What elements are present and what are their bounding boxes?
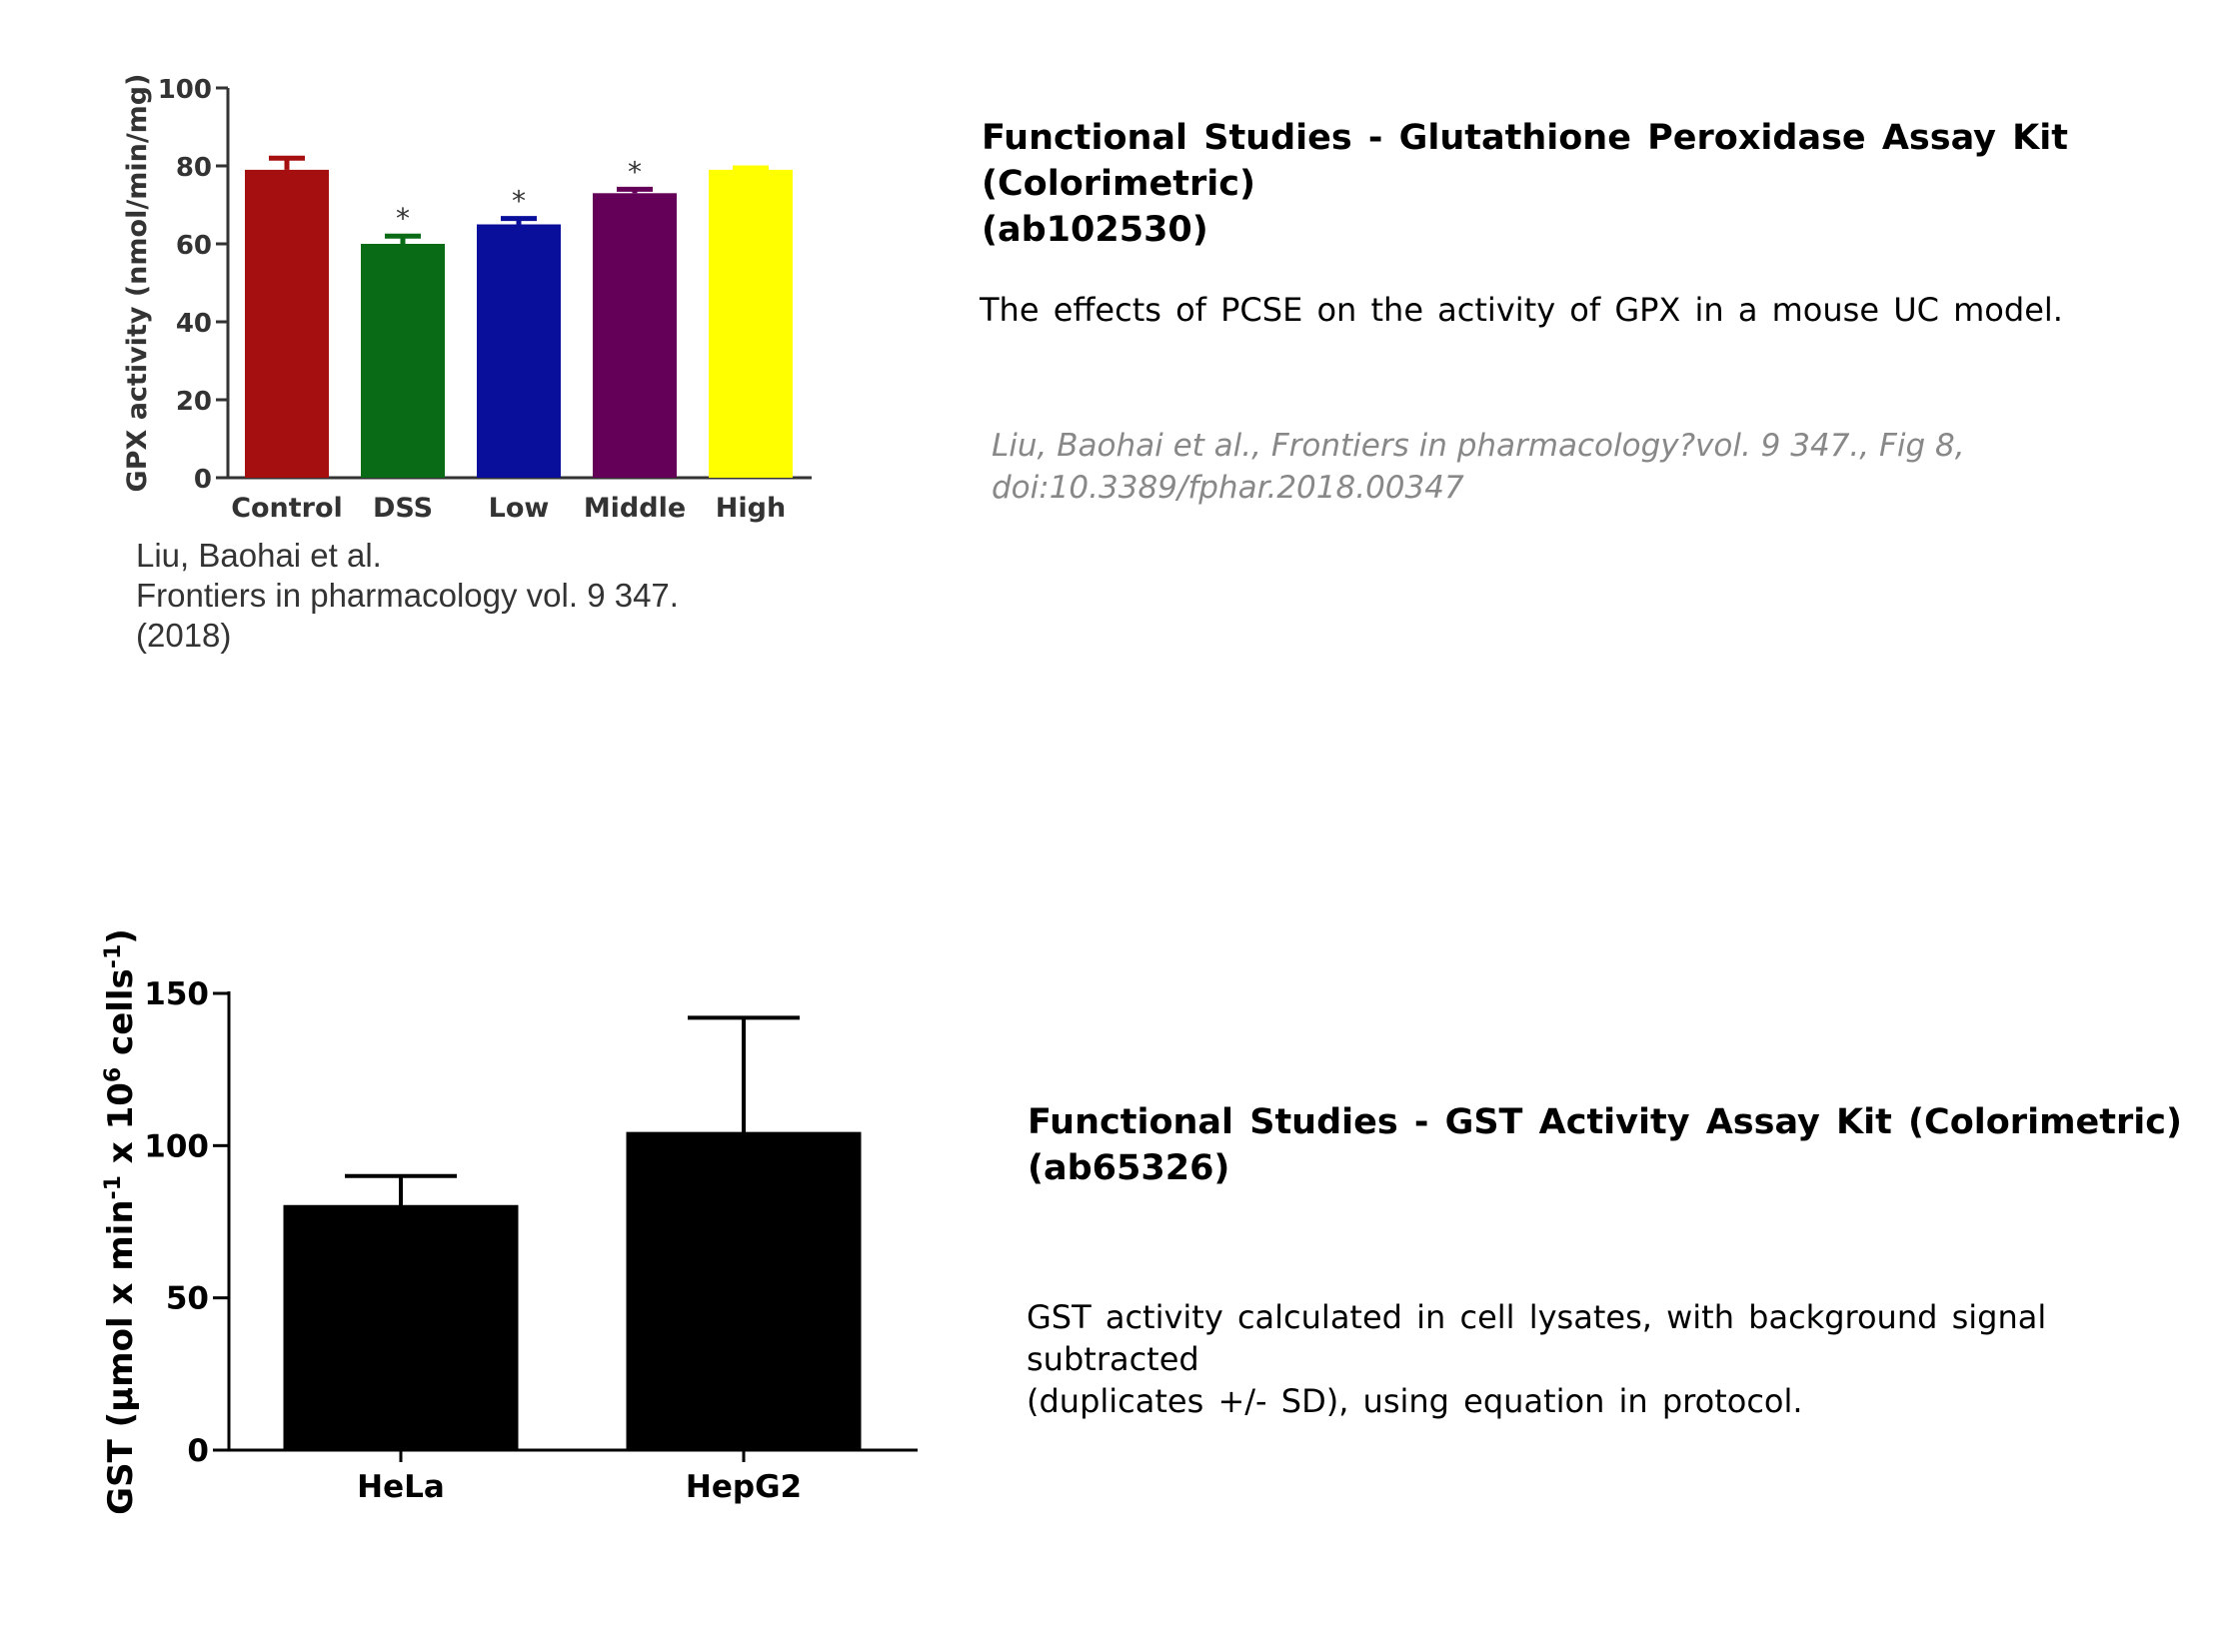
- y-axis-label-superscript: -1: [101, 1175, 126, 1199]
- y-tick-label: 100: [144, 1128, 209, 1164]
- gpx-citation-line2: doi:10.3389/fphar.2018.00347: [992, 470, 1464, 506]
- y-axis-label: GPX activity (nmol/min/mg): [122, 74, 153, 493]
- x-tick-label: DSS: [373, 493, 433, 524]
- gpx-heading: Functional Studies - Glutathione Peroxid…: [982, 115, 2231, 253]
- gst-description: GST activity calculated in cell lysates,…: [1027, 1296, 2231, 1422]
- y-axis-label: GST (μmol x min-1 x 106 cells-1): [101, 928, 142, 1515]
- y-axis-label-superscript: 6: [101, 1067, 126, 1082]
- x-tick-label: HeLa: [357, 1469, 445, 1505]
- y-axis-label-part: GST (: [101, 1412, 141, 1515]
- gst-heading: Functional Studies - GST Activity Assay …: [1028, 1099, 2182, 1191]
- y-axis-label-superscript: -1: [101, 944, 126, 968]
- image-citation-line: Frontiers in pharmacology vol. 9 347.: [136, 577, 679, 614]
- y-axis-label-part: cells: [101, 968, 141, 1067]
- x-tick-label: High: [716, 493, 786, 524]
- gpx-heading-line2: (ab102530): [982, 210, 1208, 250]
- gpx-citation-line1: Liu, Baohai et al., Frontiers in pharmac…: [992, 428, 1965, 464]
- gst-heading-line2: (ab65326): [1028, 1148, 1230, 1188]
- significance-star: *: [396, 202, 410, 235]
- gpx-description: The effects of PCSE on the activity of G…: [980, 291, 2063, 329]
- bar-hepg2: [626, 1131, 862, 1452]
- y-tick-label: 60: [176, 231, 212, 261]
- gst-heading-line1: Functional Studies - GST Activity Assay …: [1028, 1102, 2183, 1142]
- image-citation-line: (2018): [136, 617, 232, 654]
- bar-dss: [361, 244, 445, 478]
- y-tick-label: 100: [158, 75, 212, 105]
- bar-hela: [283, 1204, 519, 1452]
- gpx-citation: Liu, Baohai et al., Frontiers in pharmac…: [992, 425, 1965, 509]
- y-axis-label-part: mol x min: [101, 1199, 141, 1386]
- gpx-heading-line1: Functional Studies - Glutathione Peroxid…: [982, 118, 2068, 204]
- y-tick-label: 80: [176, 153, 212, 183]
- gst-description-line2: (duplicates +/- SD), using equation in p…: [1027, 1382, 1803, 1420]
- y-tick-label: 0: [194, 465, 212, 495]
- x-tick-label: Middle: [584, 493, 686, 524]
- gst-description-line1: GST activity calculated in cell lysates,…: [1027, 1298, 2047, 1378]
- y-tick-label: 20: [176, 387, 212, 417]
- y-axis-label-part: μ: [101, 1387, 141, 1412]
- bar-control: [245, 169, 329, 478]
- x-tick-label: HepG2: [686, 1469, 802, 1505]
- bar-low: [477, 224, 561, 478]
- significance-star: *: [512, 185, 526, 218]
- x-tick-label: Control: [231, 493, 343, 524]
- image-citation: Liu, Baohai et al. Frontiers in pharmaco…: [136, 536, 679, 656]
- bar-high: [709, 169, 793, 478]
- y-axis-label-part: x 10: [101, 1082, 141, 1175]
- y-tick-label: 0: [187, 1433, 209, 1469]
- x-tick-label: Low: [489, 493, 550, 524]
- significance-star: *: [628, 155, 642, 188]
- y-axis-label-part: ): [101, 928, 141, 944]
- bar-middle: [593, 193, 677, 479]
- image-citation-line: Liu, Baohai et al.: [136, 537, 382, 574]
- y-tick-label: 40: [176, 309, 212, 339]
- y-tick-label: 50: [166, 1281, 209, 1317]
- y-tick-label: 150: [144, 976, 209, 1012]
